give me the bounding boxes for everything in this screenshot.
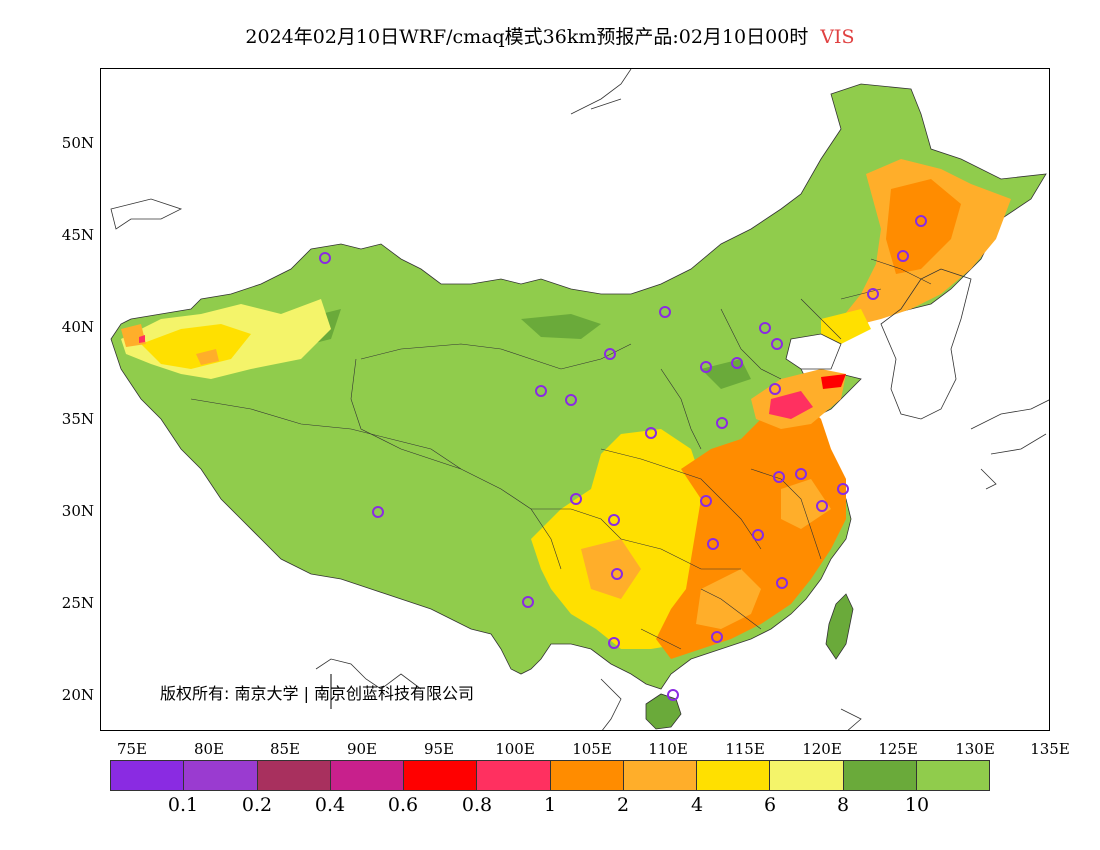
legend-swatch — [770, 761, 844, 790]
lat-label-40n: 40N — [61, 318, 94, 336]
sakhalin-outline — [570, 69, 632, 115]
lon-label-120e: 120E — [802, 740, 842, 758]
lat-label-20n: 20N — [61, 686, 94, 704]
legend-label: 1 — [543, 794, 557, 816]
kazakh-lake-outline — [110, 198, 183, 230]
station-marker — [611, 568, 623, 580]
legend-label: 0.6 — [387, 794, 419, 816]
station-marker — [897, 250, 909, 262]
station-marker — [570, 493, 582, 505]
legend-label: 2 — [616, 794, 630, 816]
copyright-text: 版权所有: 南京大学 | 南京创蓝科技有限公司 — [160, 684, 475, 703]
bohai-bay — [785, 333, 842, 370]
legend-label: 0.2 — [241, 794, 273, 816]
map-area[interactable] — [100, 68, 1050, 731]
legend-label: 0.4 — [314, 794, 346, 816]
station-marker — [759, 322, 771, 334]
legend-swatch — [111, 761, 185, 790]
map-svg — [110, 69, 1049, 730]
legend-swatch — [330, 761, 404, 790]
korea-peninsula — [880, 268, 972, 420]
station-marker — [776, 577, 788, 589]
legend-swatch — [404, 761, 478, 790]
station-marker — [752, 529, 764, 541]
station-marker — [608, 637, 620, 649]
lat-label-50n: 50N — [61, 134, 94, 152]
lon-label-135e: 135E — [1030, 740, 1070, 758]
lon-label-115e: 115E — [725, 740, 765, 758]
station-marker — [867, 288, 879, 300]
lon-label-110e: 110E — [648, 740, 688, 758]
lon-label-80e: 80E — [193, 740, 225, 758]
legend-swatch — [184, 761, 258, 790]
station-marker — [795, 468, 807, 480]
station-marker — [731, 357, 743, 369]
legend-swatch — [843, 761, 917, 790]
station-marker — [645, 427, 657, 439]
lat-label-30n: 30N — [61, 502, 94, 520]
station-marker — [711, 631, 723, 643]
map-title: 2024年02月10日WRF/cmaq模式36km预报产品:02月10日00时 V… — [0, 22, 1100, 49]
station-marker — [915, 215, 927, 227]
legend-swatch — [550, 761, 624, 790]
station-marker — [771, 338, 783, 350]
station-marker — [659, 306, 671, 318]
station-marker — [319, 252, 331, 264]
japan-outline — [970, 399, 1049, 490]
lon-label-75e: 75E — [116, 740, 148, 758]
legend-swatch — [477, 761, 551, 790]
taiwan-island — [825, 593, 854, 660]
station-marker — [700, 361, 712, 373]
station-marker — [565, 394, 577, 406]
hainan-island — [645, 693, 682, 730]
southeast-asia-outline — [315, 658, 862, 730]
station-marker — [608, 514, 620, 526]
province-borders — [190, 258, 932, 650]
station-markers — [319, 215, 927, 701]
lon-label-95e: 95E — [423, 740, 455, 758]
lon-label-100e: 100E — [495, 740, 535, 758]
lon-label-90e: 90E — [346, 740, 378, 758]
station-marker — [604, 348, 616, 360]
lat-label-45n: 45N — [61, 226, 94, 244]
title-variable: VIS — [820, 26, 855, 48]
legend-label: 8 — [836, 794, 850, 816]
station-marker — [769, 383, 781, 395]
lat-label-35n: 35N — [61, 410, 94, 428]
lon-label-130e: 130E — [955, 740, 995, 758]
legend-swatch — [257, 761, 331, 790]
station-marker — [837, 483, 849, 495]
lon-label-85e: 85E — [269, 740, 301, 758]
legend-label: 4 — [690, 794, 704, 816]
station-marker — [372, 506, 384, 518]
station-marker — [700, 495, 712, 507]
lon-label-105e: 105E — [572, 740, 612, 758]
title-main: 2024年02月10日WRF/cmaq模式36km预报产品:02月10日00时 — [245, 26, 809, 48]
station-marker — [535, 385, 547, 397]
station-marker — [716, 417, 728, 429]
lon-label-125e: 125E — [878, 740, 918, 758]
color-legend — [110, 760, 990, 791]
station-marker — [773, 471, 785, 483]
legend-label: 0.8 — [461, 794, 493, 816]
legend-swatch — [697, 761, 771, 790]
station-marker — [522, 596, 534, 608]
station-marker — [707, 538, 719, 550]
legend-label: 0.1 — [167, 794, 199, 816]
lat-label-25n: 25N — [61, 594, 94, 612]
legend-swatch — [623, 761, 697, 790]
legend-label: 6 — [763, 794, 777, 816]
station-marker — [816, 500, 828, 512]
legend-label: 10 — [904, 794, 930, 816]
legend-swatch — [916, 761, 989, 790]
station-marker — [667, 689, 679, 701]
